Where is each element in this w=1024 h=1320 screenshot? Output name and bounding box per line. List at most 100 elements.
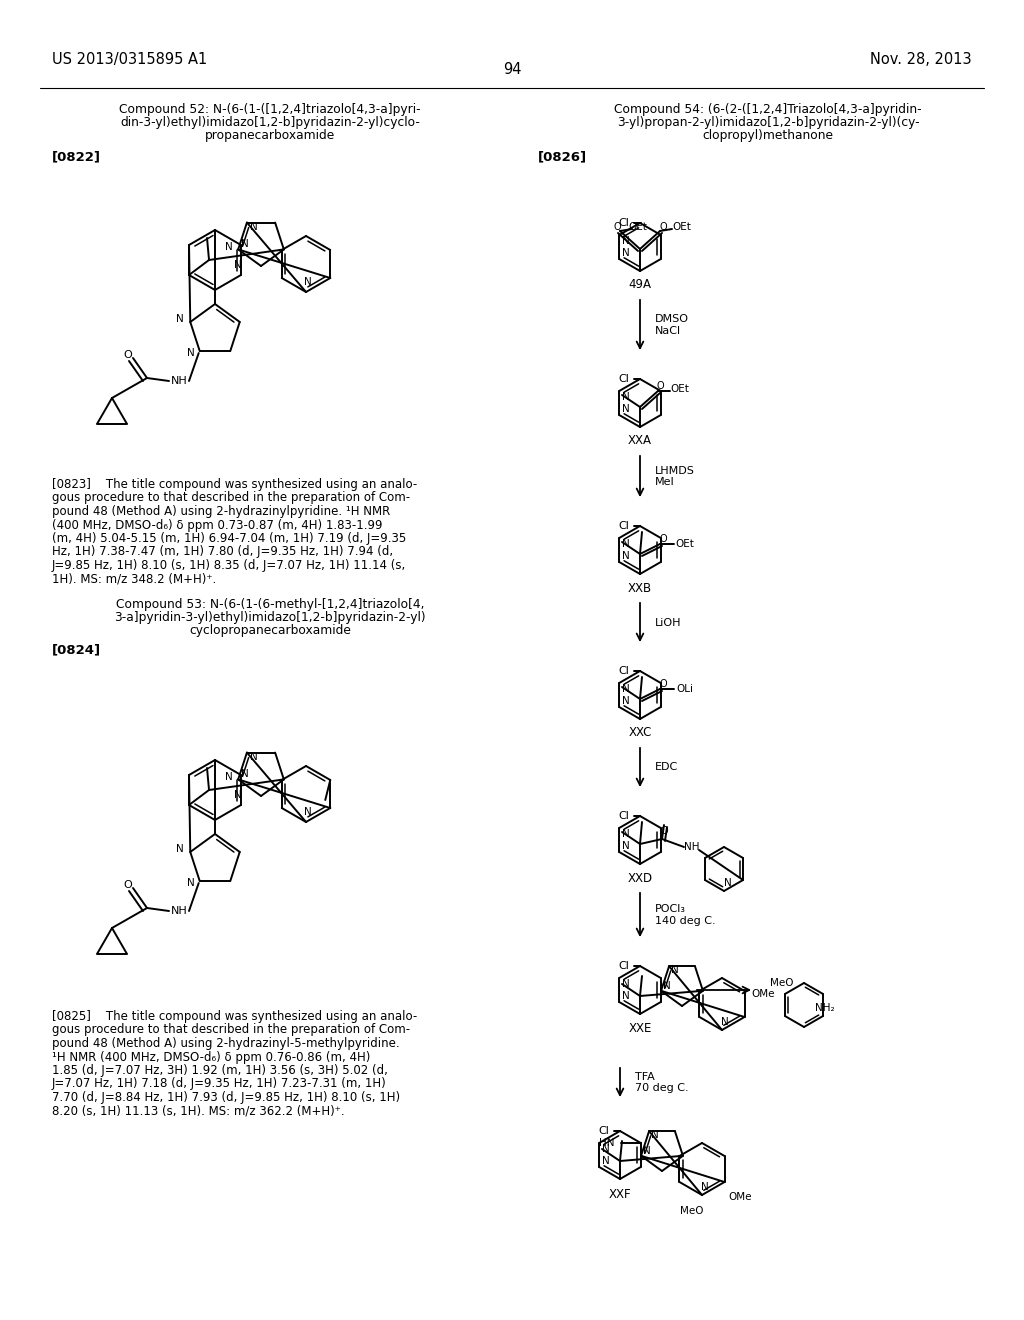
Text: N: N [242,770,249,779]
Text: 7.70 (d, J=8.84 Hz, 1H) 7.93 (d, J=9.85 Hz, 1H) 8.10 (s, 1H): 7.70 (d, J=8.84 Hz, 1H) 7.93 (d, J=9.85 … [52,1092,400,1104]
Text: N: N [701,1181,709,1192]
Text: XXC: XXC [629,726,651,739]
Text: 49A: 49A [629,279,651,292]
Text: N: N [623,236,630,246]
Text: clopropyl)methanone: clopropyl)methanone [702,129,834,143]
Text: [0823]    The title compound was synthesized using an analo-: [0823] The title compound was synthesize… [52,478,417,491]
Text: Cl: Cl [599,1126,609,1137]
Text: Compound 52: N-(6-(1-([1,2,4]triazolo[4,3-a]pyri-: Compound 52: N-(6-(1-([1,2,4]triazolo[4,… [119,103,421,116]
Text: NH: NH [171,906,187,916]
Text: DMSO
NaCl: DMSO NaCl [655,314,689,335]
Text: Cl: Cl [618,521,630,531]
Text: N: N [250,222,258,231]
Text: propanecarboxamide: propanecarboxamide [205,129,335,143]
Text: N: N [724,878,732,888]
Text: LHMDS
MeI: LHMDS MeI [655,466,695,487]
Text: Cl: Cl [618,961,630,972]
Text: cyclopropanecarboxamide: cyclopropanecarboxamide [189,624,351,638]
Text: Compound 53: N-(6-(1-(6-methyl-[1,2,4]triazolo[4,: Compound 53: N-(6-(1-(6-methyl-[1,2,4]tr… [116,598,424,611]
Text: N: N [304,277,312,286]
Text: N: N [225,772,232,781]
Text: N: N [602,1156,610,1166]
Text: N: N [623,404,630,414]
Text: LiOH: LiOH [655,618,682,627]
Text: N: N [176,843,184,854]
Text: OEt: OEt [673,222,691,232]
Text: N: N [186,878,195,888]
Text: pound 48 (Method A) using 2-hydrazinylpyridine. ¹H NMR: pound 48 (Method A) using 2-hydrazinylpy… [52,506,390,517]
Text: N: N [623,684,630,694]
Text: O: O [660,826,668,836]
Text: 1.85 (d, J=7.07 Hz, 3H) 1.92 (m, 1H) 3.56 (s, 3H) 5.02 (d,: 1.85 (d, J=7.07 Hz, 3H) 1.92 (m, 1H) 3.5… [52,1064,388,1077]
Text: NH: NH [684,842,699,851]
Text: XXA: XXA [628,434,652,447]
Text: OMe: OMe [728,1192,752,1203]
Text: N: N [602,1144,610,1154]
Text: O: O [659,678,667,689]
Text: J=9.85 Hz, 1H) 8.10 (s, 1H) 8.35 (d, J=7.07 Hz, 1H) 11.14 (s,: J=9.85 Hz, 1H) 8.10 (s, 1H) 8.35 (d, J=7… [52,558,407,572]
Text: N: N [242,239,249,249]
Text: [0824]: [0824] [52,643,101,656]
Text: N: N [721,1016,729,1027]
Text: N: N [651,1130,658,1140]
Text: NH₂: NH₂ [815,1003,835,1012]
Text: N: N [250,751,258,762]
Text: Cl: Cl [618,810,630,821]
Text: N: N [623,550,630,561]
Text: TFA
70 deg C.: TFA 70 deg C. [635,1072,688,1093]
Text: HN: HN [599,1138,614,1148]
Text: O: O [659,222,667,232]
Text: MeO: MeO [680,1206,703,1216]
Text: OEt: OEt [676,539,694,549]
Text: N: N [176,314,184,323]
Text: gous procedure to that described in the preparation of Com-: gous procedure to that described in the … [52,491,411,504]
Text: N: N [623,696,630,706]
Text: Nov. 28, 2013: Nov. 28, 2013 [870,51,972,67]
Text: N: N [623,841,630,851]
Text: J=7.07 Hz, 1H) 7.18 (d, J=9.35 Hz, 1H) 7.23-7.31 (m, 1H): J=7.07 Hz, 1H) 7.18 (d, J=9.35 Hz, 1H) 7… [52,1077,387,1090]
Text: Hz, 1H) 7.38-7.47 (m, 1H) 7.80 (d, J=9.35 Hz, 1H) 7.94 (d,: Hz, 1H) 7.38-7.47 (m, 1H) 7.80 (d, J=9.3… [52,545,393,558]
Text: [0826]: [0826] [538,150,587,162]
Text: N: N [623,392,630,403]
Text: NH: NH [171,376,187,385]
Text: US 2013/0315895 A1: US 2013/0315895 A1 [52,51,207,67]
Text: Cl: Cl [618,667,630,676]
Text: OMe: OMe [752,989,775,999]
Text: N: N [671,965,679,975]
Text: XXE: XXE [629,1022,651,1035]
Text: O: O [656,381,664,391]
Text: din-3-yl)ethyl)imidazo[1,2-b]pyridazin-2-yl)cyclo-: din-3-yl)ethyl)imidazo[1,2-b]pyridazin-2… [120,116,420,129]
Text: Cl: Cl [618,218,630,228]
Text: N: N [234,789,242,800]
Text: [0825]    The title compound was synthesized using an analo-: [0825] The title compound was synthesize… [52,1010,417,1023]
Text: O: O [659,535,667,544]
Text: (400 MHz, DMSO-d₆) δ ppm 0.73-0.87 (m, 4H) 1.83-1.99: (400 MHz, DMSO-d₆) δ ppm 0.73-0.87 (m, 4… [52,519,383,532]
Text: N: N [623,991,630,1001]
Text: [0822]: [0822] [52,150,101,162]
Text: O: O [613,222,621,232]
Text: N: N [623,248,630,257]
Text: 3-a]pyridin-3-yl)ethyl)imidazo[1,2-b]pyridazin-2-yl): 3-a]pyridin-3-yl)ethyl)imidazo[1,2-b]pyr… [115,611,426,624]
Text: 94: 94 [503,62,521,77]
Text: N: N [304,807,312,817]
Text: N: N [643,1146,651,1156]
Text: N: N [186,348,195,358]
Text: N: N [623,539,630,549]
Text: POCl₃
140 deg C.: POCl₃ 140 deg C. [655,904,716,925]
Text: N: N [225,242,232,252]
Text: O: O [124,880,132,890]
Text: N: N [664,981,671,991]
Text: 3-yl)propan-2-yl)imidazo[1,2-b]pyridazin-2-yl)(cy-: 3-yl)propan-2-yl)imidazo[1,2-b]pyridazin… [616,116,920,129]
Text: gous procedure to that described in the preparation of Com-: gous procedure to that described in the … [52,1023,411,1036]
Text: Compound 54: (6-(2-([1,2,4]Triazolo[4,3-a]pyridin-: Compound 54: (6-(2-([1,2,4]Triazolo[4,3-… [614,103,922,116]
Text: N: N [623,979,630,989]
Text: XXF: XXF [608,1188,632,1201]
Text: (m, 4H) 5.04-5.15 (m, 1H) 6.94-7.04 (m, 1H) 7.19 (d, J=9.35: (m, 4H) 5.04-5.15 (m, 1H) 6.94-7.04 (m, … [52,532,407,545]
Text: N: N [623,829,630,840]
Text: XXB: XXB [628,582,652,594]
Text: N: N [234,260,242,271]
Text: 1H). MS: m/z 348.2 (M+H)⁺.: 1H). MS: m/z 348.2 (M+H)⁺. [52,573,216,586]
Text: pound 48 (Method A) using 2-hydrazinyl-5-methylpyridine.: pound 48 (Method A) using 2-hydrazinyl-5… [52,1038,399,1049]
Text: XXD: XXD [628,871,652,884]
Text: OEt: OEt [629,222,647,232]
